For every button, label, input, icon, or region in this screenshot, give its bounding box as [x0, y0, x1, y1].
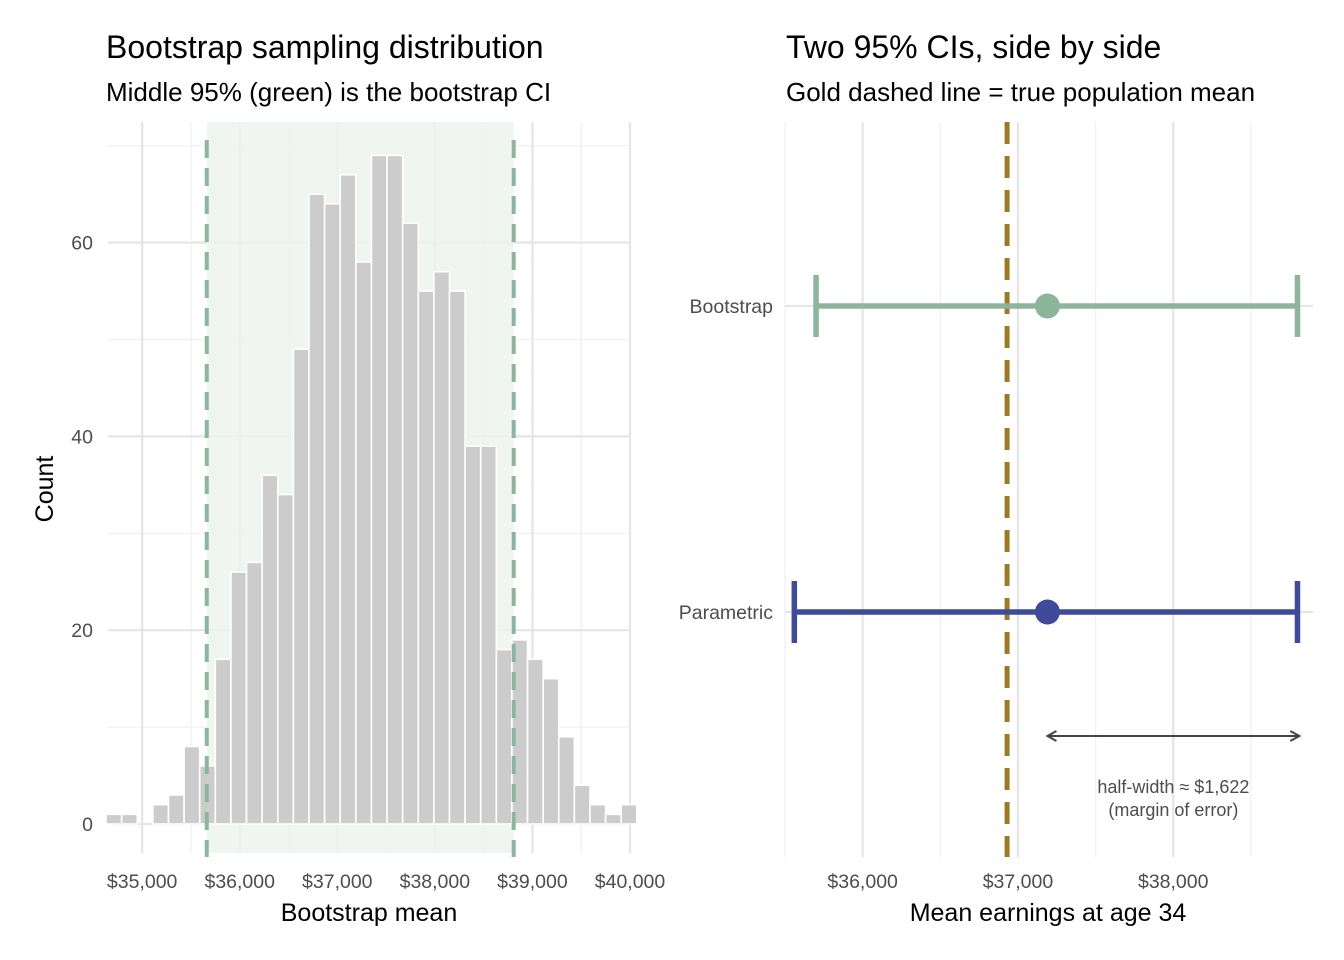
ci-subtitle: Gold dashed line = true population mean	[786, 77, 1255, 107]
histogram-bar	[323, 203, 342, 825]
histogram-bar	[573, 784, 591, 825]
errorbar-parametric	[791, 581, 1301, 643]
histogram-bar	[230, 571, 248, 825]
histogram-x-axis-title: Bootstrap mean	[281, 899, 458, 927]
ci-x-axis-title: Mean earnings at age 34	[910, 899, 1187, 927]
histogram-bar	[417, 290, 435, 825]
histogram-bar	[589, 803, 607, 825]
y-tick-label: Bootstrap	[690, 296, 774, 318]
histogram-title: Bootstrap sampling distribution	[106, 29, 544, 65]
point-estimate	[1034, 293, 1060, 319]
histogram-bar	[308, 193, 326, 825]
histogram-bar	[448, 290, 466, 825]
ci-gridlines	[784, 122, 1313, 857]
histogram-x-tick-labels: $35,000 $36,000 $37,000 $38,000 $39,000 $40,0…	[107, 871, 665, 893]
histogram-bar	[479, 445, 498, 825]
histogram-bar	[433, 270, 451, 825]
histogram-bar	[604, 813, 623, 825]
arrow-head-left	[1045, 730, 1057, 742]
x-tick-label: $37,000	[983, 871, 1054, 893]
x-tick-label: $37,000	[302, 871, 373, 893]
histogram-bar	[261, 474, 279, 825]
histogram-bar	[183, 745, 201, 825]
histogram-bar	[167, 794, 185, 825]
ci-title: Two 95% CIs, side by side	[786, 29, 1161, 65]
histogram-y-tick-labels: 0 20 40 60	[71, 233, 93, 836]
bootstrap-ci-lines	[204, 140, 516, 857]
histogram-bar	[276, 493, 295, 825]
x-tick-label: $40,000	[595, 871, 666, 893]
errorbar-bootstrap	[813, 275, 1301, 337]
histogram-bar	[292, 348, 310, 825]
x-tick-label: $36,000	[204, 871, 275, 893]
x-tick-label: $39,000	[497, 871, 568, 893]
histogram-bar	[105, 813, 123, 825]
histogram-bar	[355, 261, 373, 825]
y-tick-label: 60	[71, 233, 93, 255]
x-tick-label: $38,000	[1138, 871, 1209, 893]
ci-y-tick-labels: Bootstrap Parametric	[679, 296, 774, 624]
histogram-bar	[386, 154, 404, 825]
histogram-bar	[214, 658, 232, 825]
ci-series	[791, 275, 1301, 643]
ci-comparison-panel: half-width ≈ $1,622 (margin of error) $36…	[679, 29, 1313, 927]
histogram-bar	[464, 445, 482, 825]
histogram-bar	[401, 222, 420, 825]
histogram-bar	[339, 173, 357, 825]
histogram-y-axis-title: Count	[31, 456, 59, 523]
histogram-bar	[120, 813, 139, 825]
histogram-bar	[370, 154, 388, 825]
x-tick-label: $36,000	[827, 871, 898, 893]
margin-of-error-annotation: half-width ≈ $1,622 (margin of error)	[1045, 730, 1302, 820]
histogram-bar	[526, 658, 544, 825]
histogram-bar	[620, 803, 638, 825]
y-tick-label: Parametric	[679, 602, 774, 624]
y-tick-label: 40	[71, 426, 93, 448]
x-tick-label: $38,000	[400, 871, 471, 893]
histogram-bar	[542, 677, 560, 825]
y-tick-label: 20	[71, 620, 93, 642]
arrow-head-right	[1289, 730, 1302, 742]
histogram-bar	[557, 735, 576, 825]
histogram-bar	[495, 648, 513, 825]
ci-x-tick-labels: $36,000 $37,000 $38,000	[827, 871, 1208, 893]
annotation-line-2: (margin of error)	[1108, 800, 1238, 820]
histogram-bar	[245, 561, 263, 825]
histogram-bar	[152, 803, 170, 825]
point-estimate	[1034, 599, 1060, 625]
annotation-line-1: half-width ≈ $1,622	[1097, 777, 1249, 797]
histogram-subtitle: Middle 95% (green) is the bootstrap CI	[106, 77, 551, 107]
x-tick-label: $35,000	[107, 871, 178, 893]
histogram-bars	[105, 154, 638, 825]
histogram-panel: $35,000 $36,000 $37,000 $38,000 $39,000 $40,0…	[31, 29, 665, 927]
y-tick-label: 0	[82, 814, 93, 836]
